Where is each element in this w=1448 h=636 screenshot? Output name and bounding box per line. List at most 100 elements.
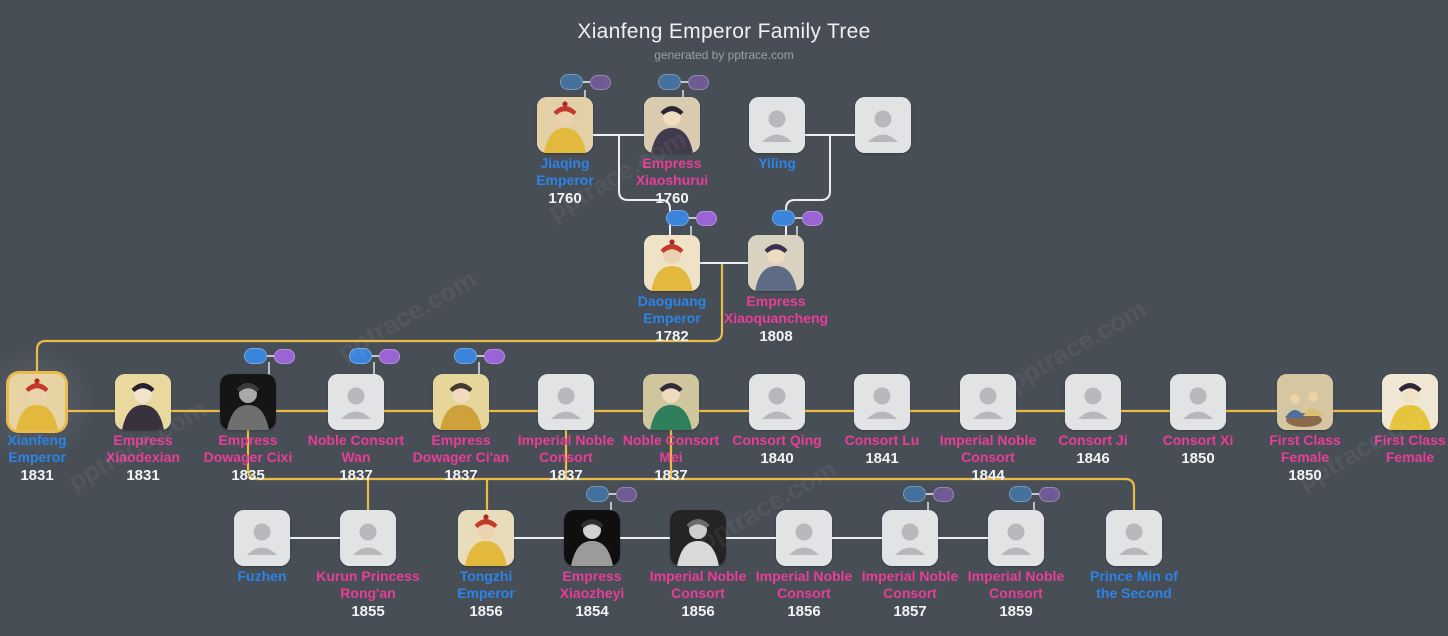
portrait-painting: [1277, 374, 1333, 430]
expand-female-pill-button[interactable]: [933, 486, 954, 502]
portrait-image[interactable]: [9, 374, 65, 430]
person-placeholder-icon: [960, 374, 1016, 430]
portrait-painting: [564, 510, 620, 566]
expand-female-pill-button[interactable]: [616, 486, 637, 502]
portrait-image[interactable]: [855, 97, 911, 153]
title-block: Xianfeng Emperor Family Tree generated b…: [0, 20, 1448, 62]
portrait-image[interactable]: [749, 374, 805, 430]
expand-male-pill-button[interactable]: [658, 74, 681, 90]
portrait-painting: [644, 97, 700, 153]
portrait-painting: [643, 374, 699, 430]
pill-link-line: [795, 217, 802, 219]
expand-male-pill-button[interactable]: [1009, 486, 1032, 502]
portrait-image[interactable]: [564, 510, 620, 566]
node-action-pills[interactable]: [560, 74, 611, 90]
portrait-painting: [644, 235, 700, 291]
pill-link-line: [609, 493, 616, 495]
portrait-image[interactable]: [234, 510, 290, 566]
portrait-image[interactable]: [988, 510, 1044, 566]
person-placeholder-icon: [988, 510, 1044, 566]
pill-link-line: [477, 355, 484, 357]
expand-male-pill-button[interactable]: [560, 74, 583, 90]
portrait-painting: [433, 374, 489, 430]
person-placeholder-icon: [328, 374, 384, 430]
expand-female-pill-button[interactable]: [696, 210, 717, 226]
portrait-image[interactable]: [644, 97, 700, 153]
expand-male-pill-button[interactable]: [772, 210, 795, 226]
node-action-pills[interactable]: [903, 486, 954, 502]
expand-female-pill-button[interactable]: [802, 210, 823, 226]
person-placeholder-icon: [1065, 374, 1121, 430]
person-placeholder-icon: [1170, 374, 1226, 430]
expand-female-pill-button[interactable]: [590, 74, 611, 90]
pill-link-line: [583, 81, 590, 83]
person-placeholder-icon: [538, 374, 594, 430]
portrait-image[interactable]: [537, 97, 593, 153]
portrait-image[interactable]: [749, 97, 805, 153]
portrait-painting: [748, 235, 804, 291]
portrait-image[interactable]: [854, 374, 910, 430]
portrait-image[interactable]: [340, 510, 396, 566]
portrait-image[interactable]: [670, 510, 726, 566]
expand-male-pill-button[interactable]: [244, 348, 267, 364]
portrait-painting: [670, 510, 726, 566]
person-placeholder-icon: [855, 97, 911, 153]
person-placeholder-icon: [749, 97, 805, 153]
portrait-image[interactable]: [960, 374, 1016, 430]
portrait-image[interactable]: [328, 374, 384, 430]
expand-male-pill-button[interactable]: [586, 486, 609, 502]
expand-female-pill-button[interactable]: [484, 348, 505, 364]
pill-link-line: [267, 355, 274, 357]
portrait-image[interactable]: [1382, 374, 1438, 430]
portrait-image[interactable]: [776, 510, 832, 566]
portrait-image[interactable]: [1277, 374, 1333, 430]
portrait-image[interactable]: [458, 510, 514, 566]
portrait-image[interactable]: [644, 235, 700, 291]
node-action-pills[interactable]: [1009, 486, 1060, 502]
expand-male-pill-button[interactable]: [454, 348, 477, 364]
node-action-pills[interactable]: [244, 348, 295, 364]
portrait-painting: [1382, 374, 1438, 430]
portrait-painting: [220, 374, 276, 430]
portrait-painting: [115, 374, 171, 430]
pill-link-line: [372, 355, 379, 357]
person-placeholder-icon: [749, 374, 805, 430]
portrait-image[interactable]: [115, 374, 171, 430]
portrait-painting: [9, 374, 65, 430]
person-placeholder-icon: [234, 510, 290, 566]
pill-link-line: [689, 217, 696, 219]
node-action-pills[interactable]: [666, 210, 717, 226]
portrait-image[interactable]: [643, 374, 699, 430]
pill-link-line: [1032, 493, 1039, 495]
expand-female-pill-button[interactable]: [1039, 486, 1060, 502]
expand-female-pill-button[interactable]: [688, 74, 709, 90]
portrait-image[interactable]: [1065, 374, 1121, 430]
pill-link-line: [681, 81, 688, 83]
expand-male-pill-button[interactable]: [666, 210, 689, 226]
portrait-image[interactable]: [1170, 374, 1226, 430]
portrait-painting: [537, 97, 593, 153]
page-title: Xianfeng Emperor Family Tree: [577, 20, 871, 43]
portrait-image[interactable]: [882, 510, 938, 566]
portrait-image[interactable]: [748, 235, 804, 291]
portrait-image[interactable]: [433, 374, 489, 430]
person-placeholder-icon: [882, 510, 938, 566]
portrait-painting: [458, 510, 514, 566]
expand-male-pill-button[interactable]: [903, 486, 926, 502]
node-action-pills[interactable]: [772, 210, 823, 226]
portrait-image[interactable]: [220, 374, 276, 430]
expand-female-pill-button[interactable]: [274, 348, 295, 364]
portrait-image[interactable]: [538, 374, 594, 430]
portrait-image[interactable]: [1106, 510, 1162, 566]
node-action-pills[interactable]: [454, 348, 505, 364]
node-action-pills[interactable]: [586, 486, 637, 502]
person-placeholder-icon: [340, 510, 396, 566]
expand-male-pill-button[interactable]: [349, 348, 372, 364]
person-placeholder-icon: [776, 510, 832, 566]
node-action-pills[interactable]: [658, 74, 709, 90]
person-placeholder-icon: [854, 374, 910, 430]
expand-female-pill-button[interactable]: [379, 348, 400, 364]
person-placeholder-icon: [1106, 510, 1162, 566]
node-action-pills[interactable]: [349, 348, 400, 364]
